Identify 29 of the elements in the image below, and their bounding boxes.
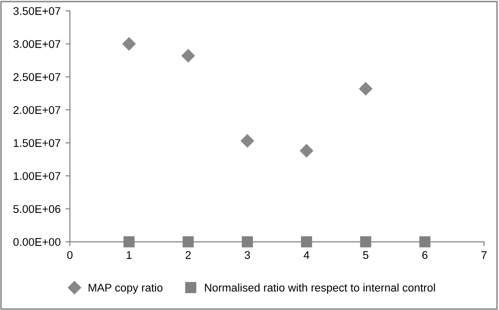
point xyxy=(419,236,430,248)
y-tick-label: 0.00E+00 xyxy=(13,238,60,246)
y-tick-label: 1.50E+07 xyxy=(14,139,60,147)
y-tick-label: 2.00E+07 xyxy=(14,106,60,114)
x-tick-label: 1 xyxy=(126,251,132,259)
x-tick-label: 5 xyxy=(363,251,368,259)
point xyxy=(182,49,195,62)
y-tick-label: 1.00E+07 xyxy=(14,172,60,180)
point xyxy=(300,236,312,248)
x-tick-label: 0 xyxy=(67,251,73,259)
x-tick-label: 3 xyxy=(244,251,250,259)
point xyxy=(242,236,253,248)
point xyxy=(122,37,136,50)
y-tick-label: 3.50E+07 xyxy=(13,7,60,15)
x-tick-label: 2 xyxy=(186,251,191,259)
legend-label: Normalised ratio with respect to internal control xyxy=(204,283,435,294)
point xyxy=(360,236,372,248)
point xyxy=(240,134,254,148)
y-tick-label: 5.00E+06 xyxy=(13,205,60,213)
point xyxy=(182,236,194,248)
y-tick-label: 3.00E+07 xyxy=(13,40,60,48)
x-tick-label: 6 xyxy=(422,251,428,259)
x-tick-label: 4 xyxy=(304,251,310,259)
point xyxy=(359,82,372,96)
x-tick-label: 7 xyxy=(482,251,487,259)
y-tick-label: 2.50E+07 xyxy=(14,73,60,81)
point xyxy=(123,236,135,248)
legend-label: MAP copy ratio xyxy=(88,283,162,294)
point xyxy=(300,144,314,158)
